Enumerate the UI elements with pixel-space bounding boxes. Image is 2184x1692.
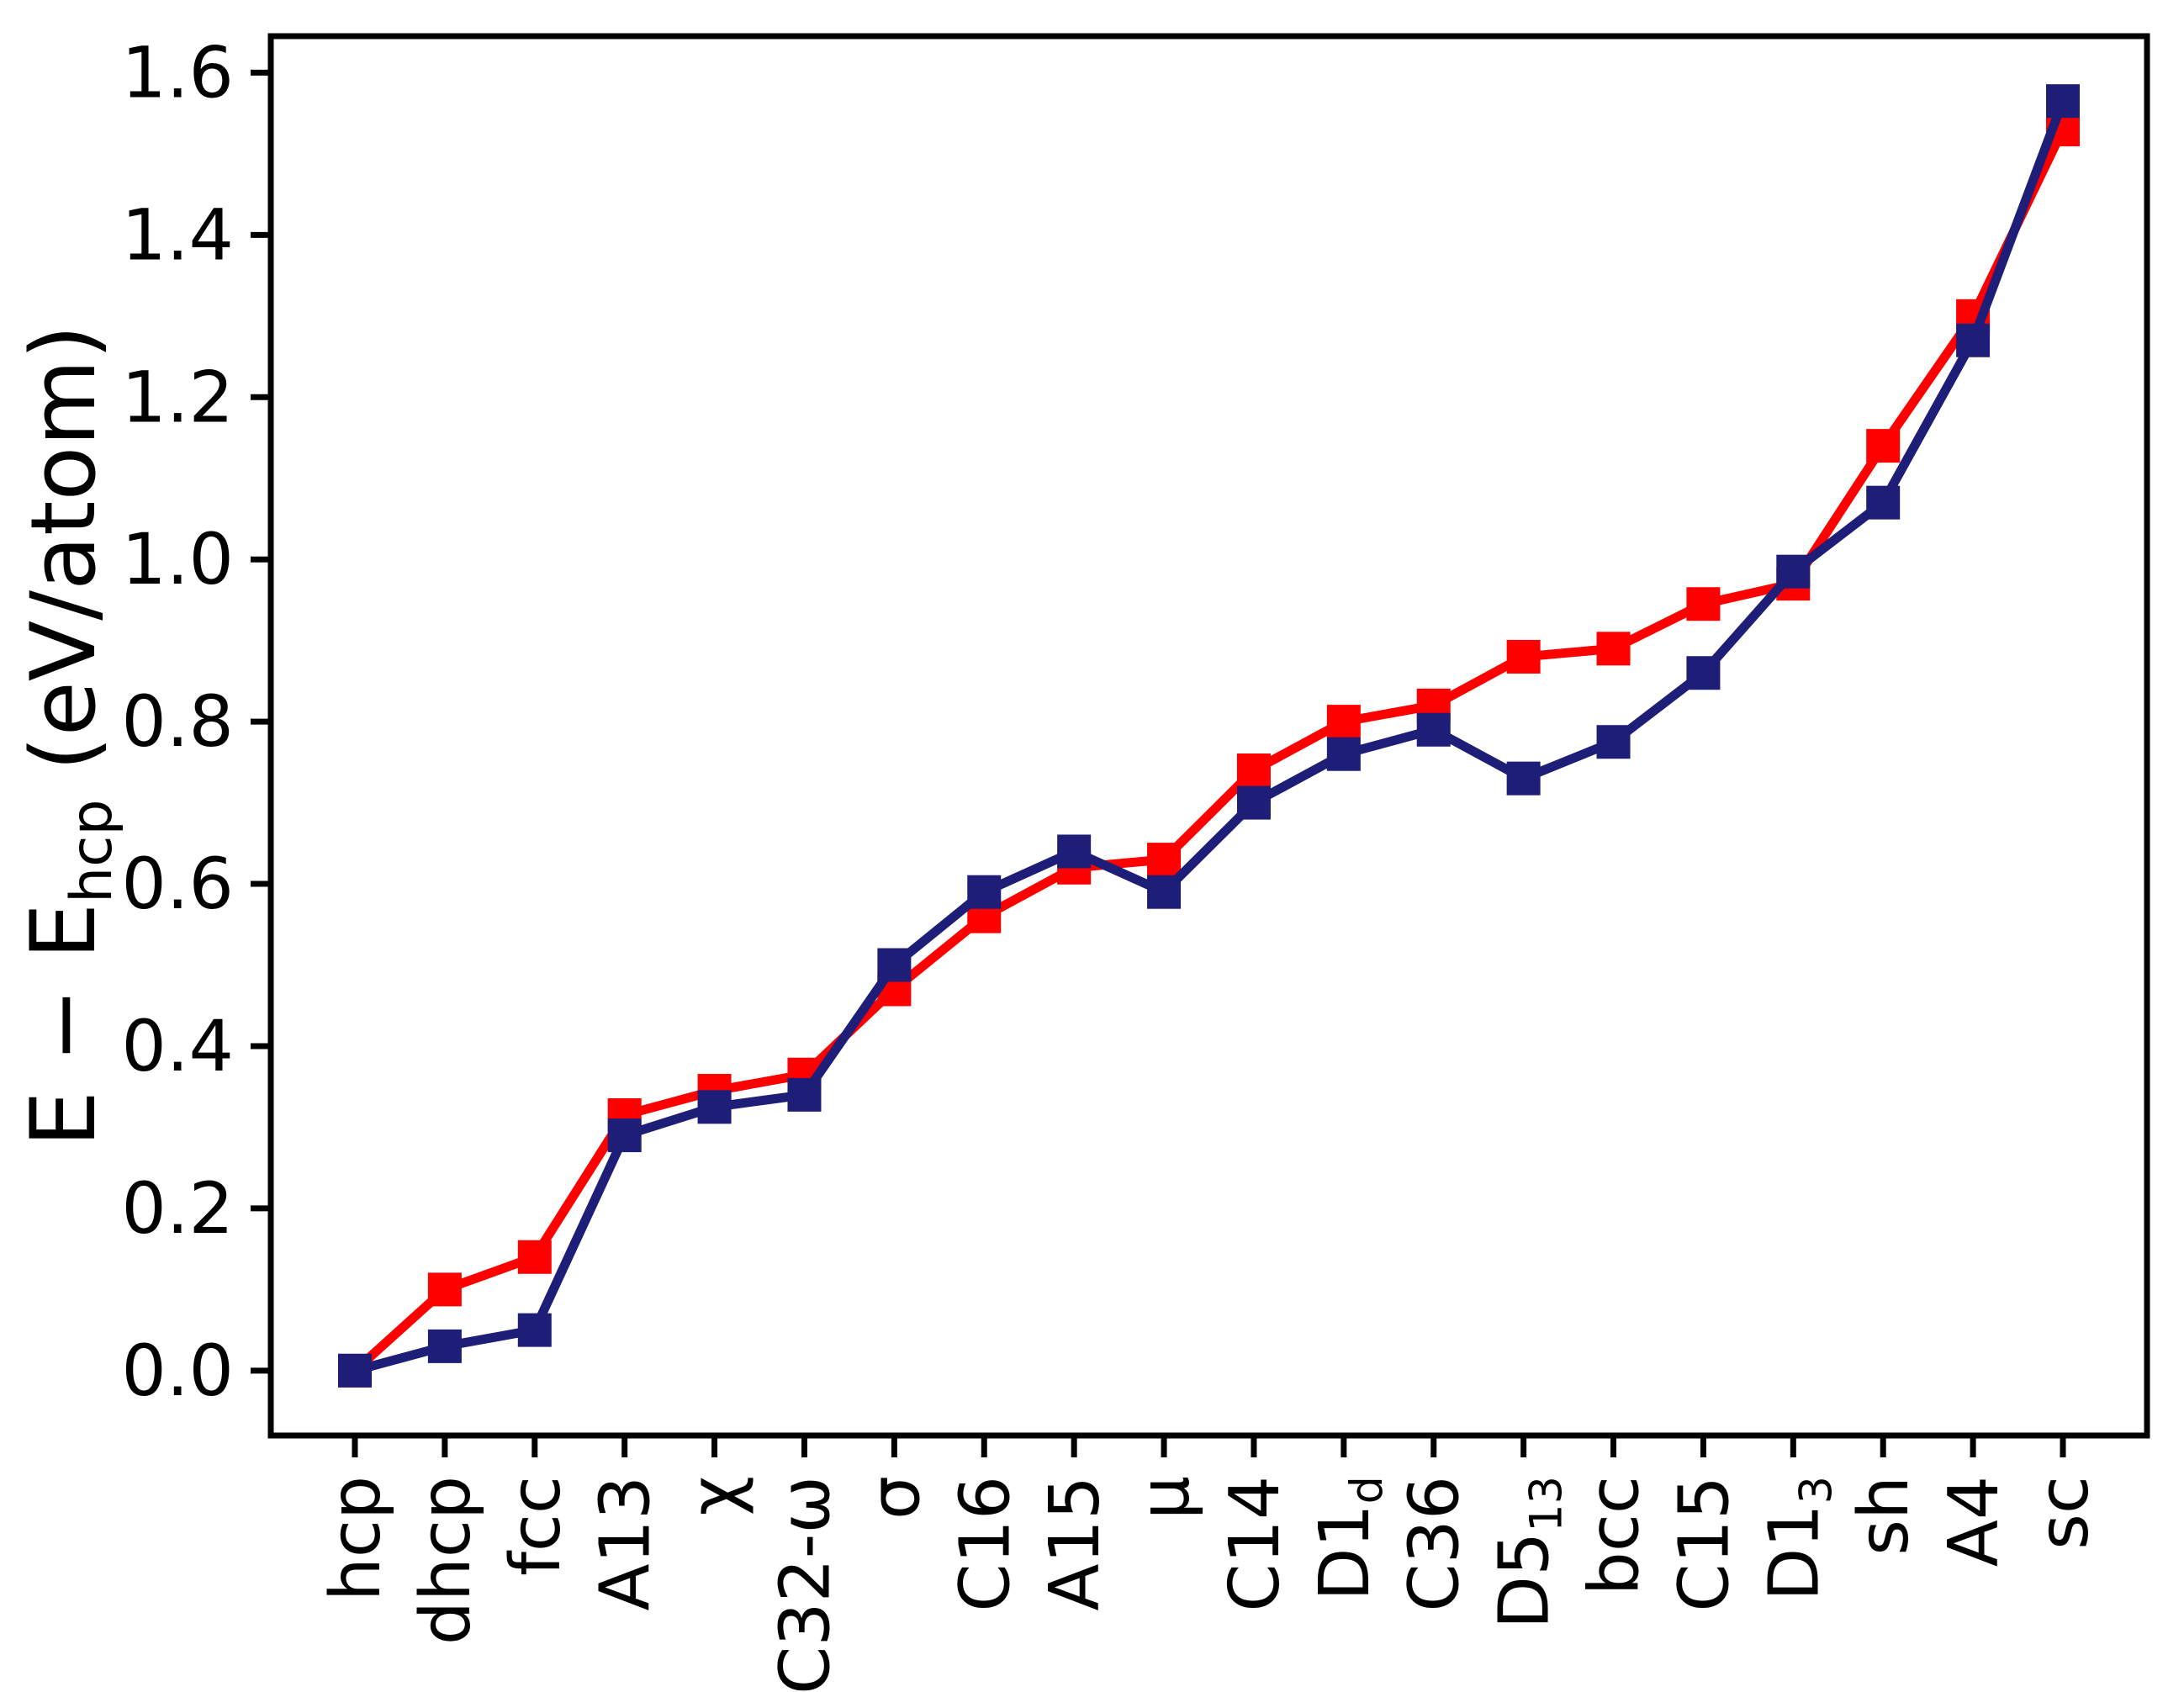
x-axis-tick-label: D513 (1485, 1476, 1573, 1629)
y-axis-tick-label: 0.2 (121, 1167, 234, 1250)
data-point-marker-red-series (427, 1272, 462, 1307)
x-axis-tick-label: C15 (1664, 1476, 1744, 1612)
x-axis-tick-label: A15 (1035, 1476, 1115, 1610)
data-point-marker-red-series (1326, 705, 1361, 739)
x-axis-tick-label: A4 (1934, 1476, 2014, 1567)
data-point-marker-navy-series (1506, 761, 1541, 796)
data-point-marker-red-series (1147, 843, 1182, 877)
x-axis-tick-label: D13 (1754, 1476, 1842, 1601)
x-axis-tick-label: fcc (496, 1476, 576, 1576)
data-point-marker-navy-series (1416, 712, 1451, 747)
data-point-marker-navy-series (967, 875, 1002, 909)
y-axis-tick-label: 0.0 (121, 1330, 234, 1412)
x-axis-tick-label: hcp (316, 1476, 396, 1601)
data-point-marker-red-series (1686, 587, 1721, 621)
x-axis-tick-label: χ (676, 1476, 756, 1515)
data-point-marker-navy-series (1326, 737, 1361, 771)
y-axis-tick-label: 0.4 (121, 1005, 234, 1087)
data-point-marker-navy-series (1866, 485, 1901, 520)
x-axis-tick-label: σ (855, 1476, 935, 1520)
x-axis-tick-label: sc (2024, 1476, 2104, 1550)
y-axis-tick-label: 1.4 (121, 193, 234, 276)
data-point-marker-red-series (1596, 632, 1631, 666)
y-axis-tick-label: 0.6 (121, 843, 234, 925)
data-point-marker-red-series (1236, 753, 1271, 787)
data-point-marker-navy-series (1147, 875, 1182, 909)
x-axis-tick-label: C16 (945, 1476, 1025, 1612)
x-axis-tick-label: A13 (586, 1476, 666, 1610)
data-point-marker-navy-series (1236, 785, 1271, 820)
data-point-marker-navy-series (2046, 84, 2080, 119)
x-axis-tick-label: C32-ω (765, 1476, 845, 1692)
data-point-marker-navy-series (517, 1313, 552, 1347)
data-point-marker-navy-series (697, 1090, 732, 1124)
x-axis-tick-label: sh (1844, 1476, 1924, 1556)
data-point-marker-navy-series (877, 948, 912, 982)
data-point-marker-navy-series (427, 1329, 462, 1363)
data-point-marker-navy-series (1956, 323, 1991, 357)
y-axis-label: E − Ehcp (eV/atom) (12, 325, 124, 1147)
y-axis-tick-label: 1.6 (121, 31, 234, 114)
data-point-marker-navy-series (607, 1118, 642, 1153)
series-line-navy-series (353, 99, 2068, 1376)
plot-frame (267, 33, 2150, 1439)
x-axis-tick-label: C14 (1215, 1476, 1295, 1612)
data-point-marker-navy-series (338, 1353, 372, 1388)
data-point-marker-navy-series (787, 1077, 822, 1112)
data-point-marker-navy-series (1057, 834, 1092, 869)
x-axis-tick-label: dhcp (406, 1476, 486, 1645)
x-axis-tick-label: C36 (1395, 1476, 1475, 1612)
x-axis-tick-label: bcc (1575, 1476, 1655, 1595)
data-point-marker-red-series (1866, 429, 1901, 463)
series-line-red-series (352, 127, 2067, 1374)
x-axis-tick-label: D1d (1305, 1476, 1393, 1601)
data-point-marker-red-series (517, 1240, 552, 1274)
y-axis-tick-label: 1.2 (121, 356, 234, 438)
x-axis-tick-label: μ (1125, 1476, 1205, 1520)
data-point-marker-navy-series (1776, 554, 1811, 589)
y-axis-tick-label: 0.8 (121, 680, 234, 763)
data-point-marker-navy-series (1686, 656, 1721, 690)
data-point-marker-navy-series (1596, 725, 1631, 759)
y-axis-tick-label: 1.0 (121, 518, 234, 600)
data-point-marker-red-series (1506, 639, 1541, 674)
